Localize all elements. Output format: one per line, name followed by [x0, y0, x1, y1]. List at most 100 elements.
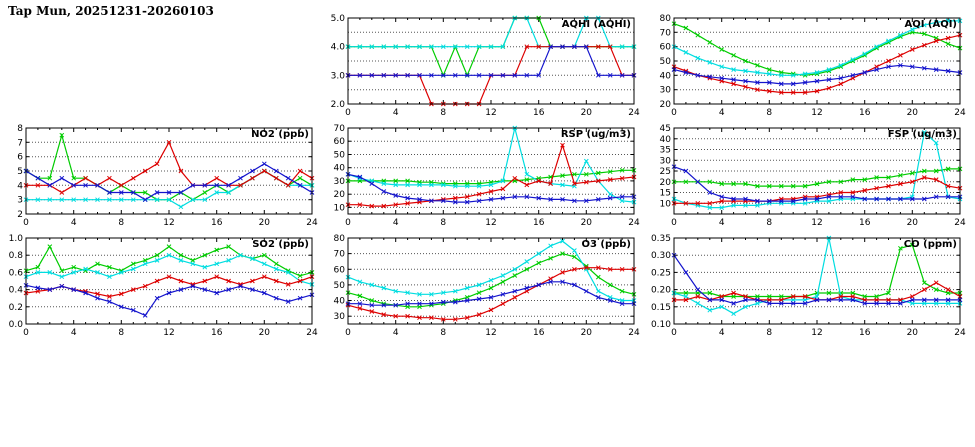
o3-chart-canvas: 80 70 60 50 40 30 0 4 8 12 16 20 24 O3 (ppb): [334, 234, 640, 338]
svg-text:3.0: 3.0: [331, 71, 346, 81]
svg-text:6: 6: [17, 153, 23, 163]
svg-text:12: 12: [485, 218, 496, 228]
rsp-chart-canvas: 70 60 50 40 30 20 10 0 4 8 12 16 20 24 RSP (ug/m3): [334, 124, 640, 228]
svg-text:12: 12: [485, 328, 496, 338]
svg-text:16: 16: [859, 218, 871, 228]
aqi-chart-title: AQI (AQI): [904, 19, 957, 30]
svg-text:12: 12: [811, 218, 822, 228]
svg-text:12: 12: [163, 328, 174, 338]
svg-text:24: 24: [954, 218, 966, 228]
chart-no2: 8 7 6 5 4 3 2 0 4 8 12 16 20 24 NO2 (ppb): [0, 120, 318, 228]
chart-co: 0.35 0.30 0.25 0.20 0.15 0.10 0 4 8 12 16 20 24 CO (p…: [648, 230, 966, 338]
svg-text:20: 20: [581, 108, 593, 118]
svg-text:16: 16: [533, 328, 545, 338]
so2-chart-canvas: 1.0 0.8 0.6 0.4 0.2 0.00 4 8 12 16 20 24 SO2 (ppb): [9, 234, 318, 338]
chart-aqhi: 5.0 4.0 3.0 2.0 0 4 8 12 16 20 24 AQHI (AQHI): [322, 10, 640, 118]
svg-text:0.30: 0.30: [651, 251, 671, 261]
svg-text:24: 24: [954, 328, 966, 338]
svg-text:4: 4: [719, 218, 725, 228]
svg-text:10: 10: [334, 203, 346, 213]
svg-text:16: 16: [211, 218, 223, 228]
svg-text:12: 12: [485, 108, 496, 118]
svg-text:50: 50: [334, 151, 346, 161]
chart-fsp: 45 40 35 30 25 20 15 10 0 4 8 12 16 20 24 FSP (ug/m3): [648, 120, 966, 228]
svg-text:20: 20: [907, 218, 919, 228]
svg-text:60: 60: [660, 43, 672, 53]
svg-text:24: 24: [628, 218, 640, 228]
chart-so2: 1.0 0.8 0.6 0.4 0.2 0.0 0 4 8 12 16 20 24 SO2 (ppb): [0, 230, 318, 338]
svg-text:16: 16: [533, 218, 545, 228]
no2-chart-title: NO2 (ppb): [251, 129, 309, 140]
svg-text:4: 4: [71, 328, 77, 338]
chart-aqi: 80 70 60 50 40 30 20 0 4 8 12 16 20 24 AQI (AQI): [648, 10, 966, 118]
rsp-chart-title: RSP (ug/m3): [561, 129, 631, 140]
svg-text:1.0: 1.0: [9, 234, 24, 244]
svg-text:0: 0: [23, 328, 29, 338]
svg-text:15: 15: [660, 189, 671, 199]
svg-text:4: 4: [393, 218, 399, 228]
svg-text:20: 20: [660, 100, 672, 110]
svg-text:12: 12: [811, 108, 822, 118]
svg-text:30: 30: [660, 156, 672, 166]
svg-text:0.25: 0.25: [651, 268, 671, 278]
svg-text:4: 4: [719, 328, 725, 338]
svg-text:5: 5: [17, 167, 23, 177]
svg-text:40: 40: [660, 71, 672, 81]
svg-text:0.10: 0.10: [651, 320, 671, 330]
svg-text:16: 16: [211, 328, 223, 338]
svg-text:0.4: 0.4: [9, 286, 24, 296]
aqhi-chart-title: AQHI (AQHI): [562, 19, 631, 30]
svg-text:20: 20: [581, 218, 593, 228]
svg-text:30: 30: [660, 86, 672, 96]
svg-text:20: 20: [907, 108, 919, 118]
fsp-chart-title: FSP (ug/m3): [888, 129, 957, 140]
svg-text:2: 2: [17, 210, 23, 220]
svg-text:0.15: 0.15: [651, 303, 671, 313]
svg-text:70: 70: [660, 28, 672, 38]
svg-text:0.6: 0.6: [9, 268, 24, 278]
svg-text:40: 40: [334, 164, 346, 174]
svg-text:8: 8: [17, 124, 23, 134]
svg-text:50: 50: [334, 281, 346, 291]
svg-text:20: 20: [259, 328, 271, 338]
svg-text:4: 4: [719, 108, 725, 118]
svg-text:8: 8: [766, 108, 772, 118]
svg-text:0.35: 0.35: [651, 234, 671, 244]
svg-text:4: 4: [71, 218, 77, 228]
svg-text:24: 24: [628, 108, 640, 118]
svg-text:80: 80: [334, 234, 346, 244]
co-chart-canvas: 0.35 0.30 0.25 0.20 0.15 0.100 4 8 12 16 20 24 CO (p…: [651, 234, 966, 338]
svg-text:0.2: 0.2: [9, 303, 23, 313]
svg-text:24: 24: [306, 218, 318, 228]
chart-o3: 80 70 60 50 40 30 0 4 8 12 16 20 24 O3 (ppb): [322, 230, 640, 338]
so2-chart-title: SO2 (ppb): [252, 239, 309, 250]
co-chart-title: CO (ppm): [904, 239, 957, 250]
svg-text:80: 80: [660, 14, 672, 24]
svg-text:0.0: 0.0: [9, 320, 24, 330]
svg-text:70: 70: [334, 124, 346, 134]
svg-text:10: 10: [660, 199, 672, 209]
svg-text:4.0: 4.0: [331, 43, 346, 53]
svg-text:8: 8: [118, 328, 124, 338]
svg-text:20: 20: [259, 218, 271, 228]
svg-text:60: 60: [334, 137, 346, 147]
svg-text:7: 7: [17, 138, 23, 148]
svg-text:8: 8: [118, 218, 124, 228]
svg-text:16: 16: [859, 108, 871, 118]
svg-text:0: 0: [671, 328, 677, 338]
svg-text:3: 3: [17, 196, 23, 206]
aqhi-chart-canvas: 5.0 4.0 3.0 2.00 4 8 12 16 20 24 AQHI (AQHI): [331, 14, 640, 118]
svg-text:8: 8: [440, 218, 446, 228]
svg-text:0: 0: [345, 108, 351, 118]
svg-text:25: 25: [660, 167, 671, 177]
svg-text:8: 8: [440, 108, 446, 118]
svg-text:16: 16: [859, 328, 871, 338]
svg-text:0: 0: [23, 218, 29, 228]
svg-text:20: 20: [581, 328, 593, 338]
svg-text:8: 8: [766, 328, 772, 338]
svg-text:16: 16: [533, 108, 545, 118]
svg-text:20: 20: [907, 328, 919, 338]
